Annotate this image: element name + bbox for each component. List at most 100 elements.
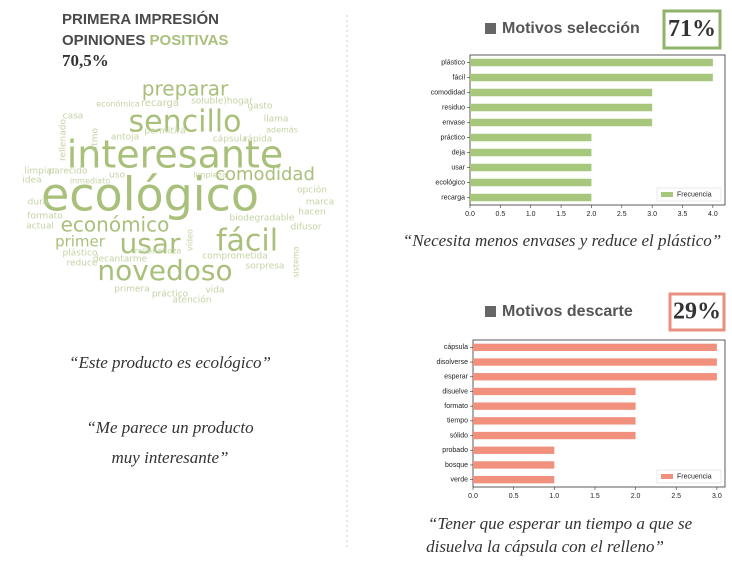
quote: disuelva la cápsula con el relleno” bbox=[426, 537, 664, 556]
chart-title: Motivos descarte bbox=[502, 303, 633, 320]
x-tick-label: 1.5 bbox=[590, 493, 600, 500]
subtitle: OPINIONES POSITIVAS bbox=[62, 32, 228, 49]
legend-label: Frecuencia bbox=[677, 191, 712, 198]
word: llama bbox=[264, 115, 289, 125]
word: usar bbox=[119, 227, 180, 260]
x-tick-label: 3.0 bbox=[647, 211, 657, 218]
x-tick-label: 2.0 bbox=[587, 211, 597, 218]
quote: “Tener que esperar un tiempo a que se bbox=[428, 514, 693, 533]
y-tick-label: fácil bbox=[453, 74, 466, 81]
subtitle-b: POSITIVAS bbox=[150, 32, 229, 49]
word: biodegradable bbox=[230, 214, 295, 224]
bar bbox=[473, 446, 555, 454]
title: PRIMERA IMPRESIÓN bbox=[62, 10, 219, 28]
word: económico bbox=[61, 213, 170, 237]
chart-title: Motivos selección bbox=[502, 20, 640, 37]
word: comodidad bbox=[215, 164, 315, 185]
bar bbox=[473, 475, 555, 484]
legend-box bbox=[656, 187, 722, 202]
y-tick-label: ecológico bbox=[435, 179, 465, 186]
word: decantarme bbox=[93, 255, 148, 265]
badge: 71% bbox=[668, 16, 716, 42]
y-tick-label: envase bbox=[442, 119, 465, 126]
subtitle-a: OPINIONES bbox=[62, 32, 145, 49]
word: inmediato bbox=[70, 177, 110, 186]
x-tick-label: 2.0 bbox=[631, 493, 641, 500]
quote: “Este producto es ecológico” bbox=[69, 353, 271, 372]
x-tick-label: 2.5 bbox=[671, 493, 681, 500]
x-tick-label: 0.5 bbox=[509, 493, 519, 500]
y-tick-label: sólido bbox=[450, 432, 468, 439]
word: uso bbox=[109, 171, 125, 181]
y-tick-label: cápsula bbox=[444, 344, 468, 351]
word: antoja bbox=[111, 133, 139, 143]
word: soluble)hogar bbox=[191, 97, 253, 107]
legend-swatch bbox=[661, 192, 673, 197]
quote: “Me parece un producto bbox=[86, 418, 253, 437]
word: reduce bbox=[67, 259, 98, 269]
bar bbox=[470, 103, 653, 112]
word-cloud: preparar económica recarga soluble)hogar… bbox=[22, 77, 334, 306]
badge: 29% bbox=[673, 299, 721, 325]
bar bbox=[473, 343, 717, 352]
word: gasto bbox=[248, 102, 273, 112]
word: sorpresa bbox=[246, 262, 285, 272]
bar bbox=[473, 417, 636, 425]
bar bbox=[470, 163, 592, 172]
x-tick-label: 3.5 bbox=[678, 211, 688, 218]
word: rellenado bbox=[59, 119, 69, 162]
word: atención bbox=[173, 295, 212, 306]
legend-swatch bbox=[661, 474, 673, 479]
x-tick-label: 4.0 bbox=[708, 211, 718, 218]
word: económica bbox=[96, 99, 140, 109]
bar bbox=[470, 148, 592, 157]
word: hacen bbox=[298, 208, 325, 218]
y-tick-label: plástico bbox=[441, 59, 465, 66]
badge-box bbox=[662, 9, 722, 50]
word: cápsula bbox=[213, 135, 248, 145]
y-tick-label: usar bbox=[451, 164, 465, 171]
word: rellenadoza bbox=[135, 247, 182, 256]
y-tick-label: deja bbox=[452, 149, 465, 156]
word: difusor bbox=[291, 223, 322, 233]
word: idea bbox=[22, 176, 41, 186]
y-tick-label: verde bbox=[450, 476, 468, 483]
bar bbox=[470, 118, 653, 127]
y-tick-label: disuelve bbox=[442, 388, 468, 395]
badge-box bbox=[668, 292, 726, 332]
word: además bbox=[266, 126, 298, 135]
bar bbox=[473, 373, 717, 381]
word: sencillo bbox=[129, 105, 242, 140]
bar bbox=[470, 58, 713, 67]
quote: “Necesita menos envases y reduce el plás… bbox=[403, 231, 722, 250]
legend-icon bbox=[485, 306, 496, 317]
y-tick-label: comodidad bbox=[431, 89, 465, 96]
y-tick-label: esperar bbox=[444, 374, 468, 381]
y-tick-label: recarga bbox=[441, 194, 465, 201]
quote: muy interesante” bbox=[112, 448, 229, 467]
bar bbox=[470, 73, 713, 82]
y-tick-label: probado bbox=[442, 447, 468, 454]
bar bbox=[473, 387, 636, 396]
bar bbox=[473, 358, 717, 366]
word: comprometida bbox=[202, 252, 268, 262]
word: parecido bbox=[49, 167, 88, 177]
word: opción bbox=[297, 185, 327, 196]
word: vídeo bbox=[186, 229, 195, 251]
word: primera bbox=[114, 285, 149, 295]
bar bbox=[473, 461, 555, 469]
score: 70,5% bbox=[62, 51, 109, 70]
word: permitirá bbox=[144, 127, 185, 137]
x-tick-label: 1.0 bbox=[526, 211, 536, 218]
y-tick-label: tiempo bbox=[447, 418, 468, 425]
x-tick-label: 1.0 bbox=[549, 493, 559, 500]
word: vida bbox=[205, 286, 224, 296]
bar bbox=[473, 402, 636, 410]
legend-box bbox=[656, 469, 722, 484]
x-tick-label: 2.5 bbox=[617, 211, 627, 218]
word: interesante bbox=[67, 133, 284, 177]
word: dura bbox=[28, 198, 49, 208]
word: primer bbox=[55, 233, 106, 251]
legend-label: Frecuencia bbox=[677, 473, 712, 480]
